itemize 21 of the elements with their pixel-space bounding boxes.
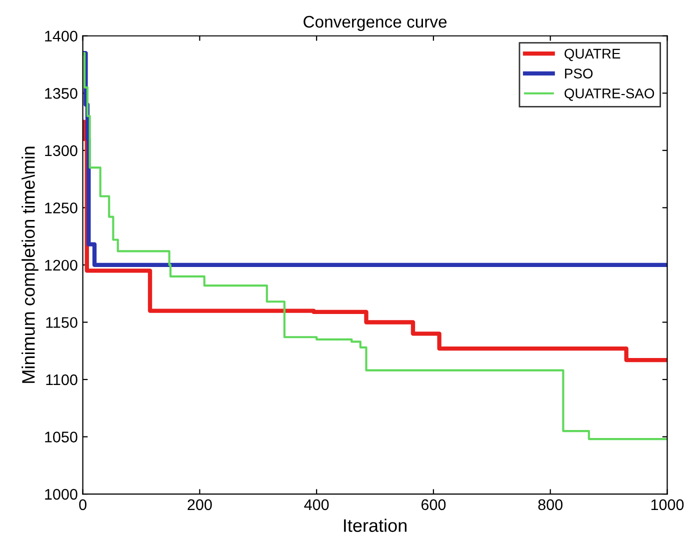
y-tick-label: 1150	[46, 317, 78, 328]
y-tick-label: 1250	[45, 202, 78, 214]
y-tick-label: 1300	[45, 145, 78, 156]
x-tick-label: 0	[79, 499, 86, 510]
x-tick-label: 800	[538, 499, 562, 510]
legend-label: PSO	[565, 68, 593, 78]
x-tick-label: 1000	[651, 499, 684, 510]
x-tick-label: 200	[188, 499, 212, 510]
chart-title: Convergence curve	[304, 16, 447, 32]
y-axis-title: Minimum completion time\min	[22, 146, 38, 383]
x-tick-label: 600	[421, 499, 446, 510]
y-tick-label: 1050	[45, 432, 78, 442]
y-tick-label: 1400	[45, 30, 78, 42]
y-tick-label: 1350	[45, 88, 78, 99]
y-tick-label: 1000	[45, 488, 78, 500]
y-tick-label: 1200	[45, 260, 78, 271]
x-tick-label: 400	[304, 499, 329, 510]
legend-label: QUATRE-SAO	[564, 88, 654, 101]
y-tick-label: 1100	[46, 374, 78, 386]
legend-label: QUATRE	[564, 48, 620, 62]
x-axis-title: Iteration	[344, 518, 406, 532]
